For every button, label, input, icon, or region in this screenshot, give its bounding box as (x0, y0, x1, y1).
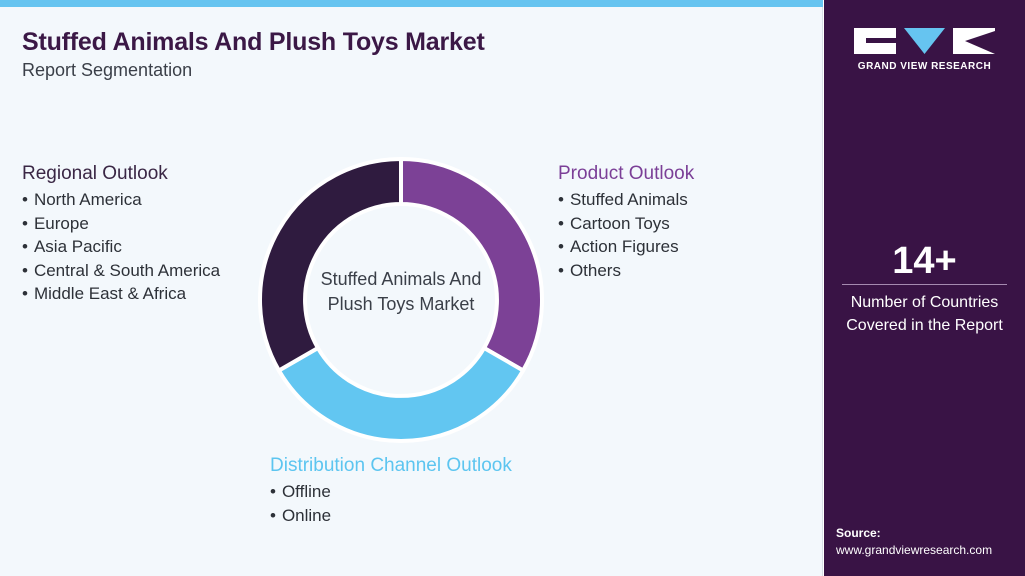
list-item: Central & South America (22, 259, 220, 283)
regional-outlook-block: Regional Outlook North America Europe As… (22, 162, 220, 306)
list-item: Asia Pacific (22, 235, 220, 259)
donut-segment-regional (258, 156, 403, 374)
page-title: Stuffed Animals And Plush Toys Market (22, 28, 485, 56)
list-item: Middle East & Africa (22, 282, 220, 306)
donut-segment-distribution (276, 345, 526, 443)
page-subtitle: Report Segmentation (22, 60, 193, 80)
donut-segment-product (399, 156, 544, 374)
list-item: Stuffed Animals (558, 188, 694, 212)
sidebar: GRAND VIEW RESEARCH 14+ Number of Countr… (824, 0, 1025, 576)
list-item: Cartoon Toys (558, 212, 694, 236)
distribution-outlook-list: Offline Online (270, 480, 512, 527)
distribution-outlook-heading: Distribution Channel Outlook (270, 455, 512, 476)
product-outlook-list: Stuffed Animals Cartoon Toys Action Figu… (558, 188, 694, 282)
list-item: Europe (22, 212, 220, 236)
list-item: Offline (270, 480, 512, 504)
stat-value: 14+ (892, 240, 957, 282)
logo-wordmark: GRAND VIEW RESEARCH (857, 61, 992, 72)
regional-outlook-heading: Regional Outlook (22, 163, 168, 184)
grand-view-research-logo (854, 28, 995, 54)
source-label: Source: (836, 526, 881, 540)
list-item: North America (22, 188, 220, 212)
distribution-outlook-block: Distribution Channel Outlook Offline Onl… (270, 454, 512, 527)
regional-outlook-list: North America Europe Asia Pacific Centra… (22, 188, 220, 306)
main-panel: Stuffed Animals And Plush Toys Market Re… (0, 0, 823, 576)
segmentation-donut (258, 156, 544, 443)
top-accent-bar (0, 0, 823, 7)
product-outlook-block: Product Outlook Stuffed Animals Cartoon … (558, 162, 694, 282)
donut-center-label: Stuffed Animals And Plush Toys Market (320, 269, 482, 314)
stat-label: Number of Countries Covered in the Repor… (846, 294, 1003, 334)
product-outlook-heading: Product Outlook (558, 163, 695, 184)
stat-divider (842, 284, 1007, 285)
list-item: Online (270, 504, 512, 528)
list-item: Action Figures (558, 235, 694, 259)
list-item: Others (558, 259, 694, 283)
source-url: www.grandviewresearch.com (836, 543, 993, 557)
